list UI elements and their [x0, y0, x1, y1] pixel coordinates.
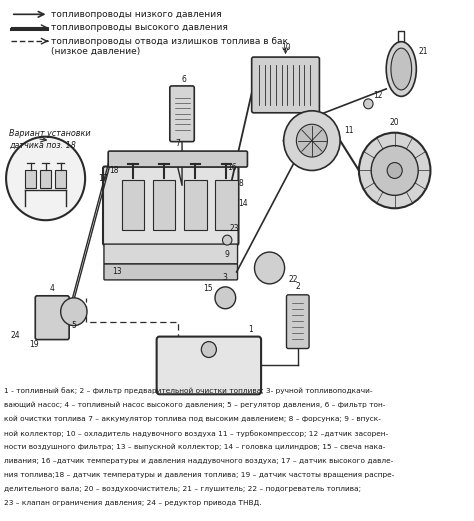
Text: ности воздушного фильтра; 13 – выпускной коллектор; 14 – головка цилиндров; 15 –: ности воздушного фильтра; 13 – выпускной…	[4, 444, 385, 450]
Text: 21: 21	[418, 46, 428, 56]
Bar	[25, 170, 36, 189]
Circle shape	[201, 342, 217, 357]
Circle shape	[296, 124, 328, 157]
FancyBboxPatch shape	[170, 86, 194, 142]
Bar	[184, 180, 207, 230]
Text: 15: 15	[203, 284, 213, 293]
Text: топливопроводы высокого давления: топливопроводы высокого давления	[51, 23, 228, 32]
Ellipse shape	[386, 42, 416, 96]
Circle shape	[6, 137, 85, 220]
Text: Вариант установки
датчика поз. 18: Вариант установки датчика поз. 18	[9, 129, 91, 150]
Text: 17: 17	[98, 174, 108, 183]
Text: (низкое давление): (низкое давление)	[51, 46, 140, 56]
Circle shape	[222, 235, 232, 245]
Text: ной коллектор; 10 – охладитель надувочного воздуха 11 – турбокомпрессор; 12 –дат: ной коллектор; 10 – охладитель надувочно…	[4, 430, 388, 437]
Bar	[55, 170, 66, 189]
Circle shape	[283, 111, 340, 170]
Text: 14: 14	[238, 199, 248, 208]
Text: 18: 18	[109, 166, 119, 175]
FancyBboxPatch shape	[252, 57, 319, 113]
Text: 10: 10	[281, 43, 291, 52]
Text: 9: 9	[224, 250, 229, 258]
Text: топливопроводы низкого давления: топливопроводы низкого давления	[51, 10, 222, 19]
Text: 23 – клапан ограничения давления; 24 – редуктор привода ТНВД.: 23 – клапан ограничения давления; 24 – р…	[4, 500, 262, 506]
Text: 1: 1	[248, 325, 253, 333]
Bar	[40, 170, 51, 189]
Text: 5: 5	[72, 320, 76, 330]
Text: 8: 8	[238, 179, 243, 188]
Text: 6: 6	[182, 75, 186, 84]
Circle shape	[61, 298, 87, 326]
Text: 24: 24	[11, 331, 20, 340]
Bar	[215, 180, 237, 230]
Bar	[153, 180, 175, 230]
Text: топливопроводы отвода излишков топлива в бак: топливопроводы отвода излишков топлива в…	[51, 36, 288, 46]
Text: делительного вала; 20 – воздухоочиститель; 21 – глушитель; 22 – подогреватель то: делительного вала; 20 – воздухоочистител…	[4, 486, 361, 492]
Text: 11: 11	[344, 126, 354, 135]
FancyBboxPatch shape	[156, 337, 261, 394]
Text: 13: 13	[112, 267, 122, 277]
FancyBboxPatch shape	[35, 296, 69, 340]
Text: 22: 22	[288, 276, 298, 284]
Text: 3: 3	[223, 273, 228, 282]
FancyBboxPatch shape	[104, 264, 237, 280]
FancyBboxPatch shape	[103, 167, 238, 245]
Text: 23: 23	[230, 224, 239, 233]
Circle shape	[359, 133, 430, 208]
Text: 19: 19	[29, 340, 39, 349]
Circle shape	[215, 287, 236, 309]
Text: кой очистки топлива 7 – аккумулятор топлива под высоким давлением; 8 – форсунка;: кой очистки топлива 7 – аккумулятор топл…	[4, 416, 381, 422]
Bar	[122, 180, 145, 230]
Circle shape	[371, 145, 418, 195]
Circle shape	[364, 99, 373, 109]
Text: 12: 12	[373, 91, 383, 101]
Text: вающий насос; 4 – топливный насос высокого давления; 5 – регулятор давления, 6 –: вающий насос; 4 – топливный насос высоко…	[4, 402, 385, 408]
FancyBboxPatch shape	[286, 295, 309, 349]
Text: 2: 2	[295, 282, 300, 291]
FancyBboxPatch shape	[108, 151, 247, 167]
Circle shape	[255, 252, 284, 284]
Text: 7: 7	[175, 139, 180, 147]
Text: ливания; 16 –датчик температуры и давления наддувочного воздуха; 17 – датчик выс: ливания; 16 –датчик температуры и давлен…	[4, 458, 393, 464]
Text: 1 - топливный бак; 2 – фильтр предварительной очистки топлива; 3- ручной топливо: 1 - топливный бак; 2 – фильтр предварите…	[4, 387, 373, 394]
Text: 20: 20	[390, 118, 400, 127]
Text: 16: 16	[227, 163, 237, 172]
Text: 4: 4	[50, 284, 55, 293]
FancyBboxPatch shape	[104, 244, 237, 264]
Text: ния топлива;18 – датчик температуры и давления топлива; 19 – датчик частоты вращ: ния топлива;18 – датчик температуры и да…	[4, 472, 394, 478]
Circle shape	[387, 163, 402, 178]
Ellipse shape	[391, 48, 411, 90]
